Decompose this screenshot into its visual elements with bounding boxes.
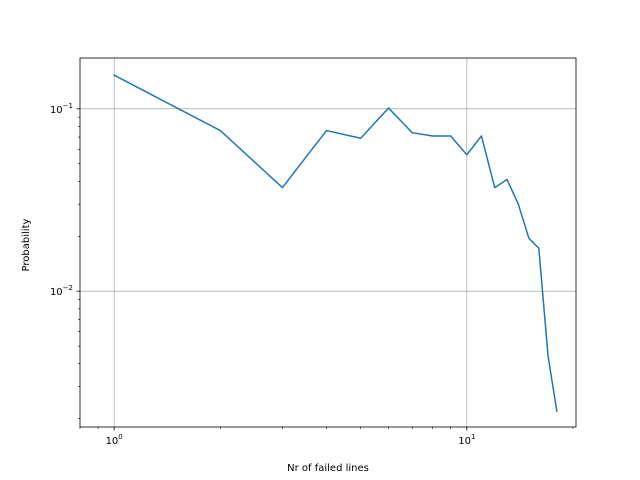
grid (80, 58, 576, 427)
axis-ticks: 100 101 10−2 10−1 (50, 102, 574, 447)
x-tick-label: 101 (458, 433, 475, 447)
series-layer (113, 74, 558, 412)
series-line (113, 74, 558, 412)
plot-frame (79, 57, 577, 428)
x-tick-label: 100 (106, 433, 123, 447)
y-axis-label: Probability (21, 218, 32, 271)
y-tick-label: 10−1 (50, 102, 73, 116)
y-tick-label: 10−2 (50, 284, 73, 298)
x-axis-label: Nr of failed lines (287, 463, 369, 474)
